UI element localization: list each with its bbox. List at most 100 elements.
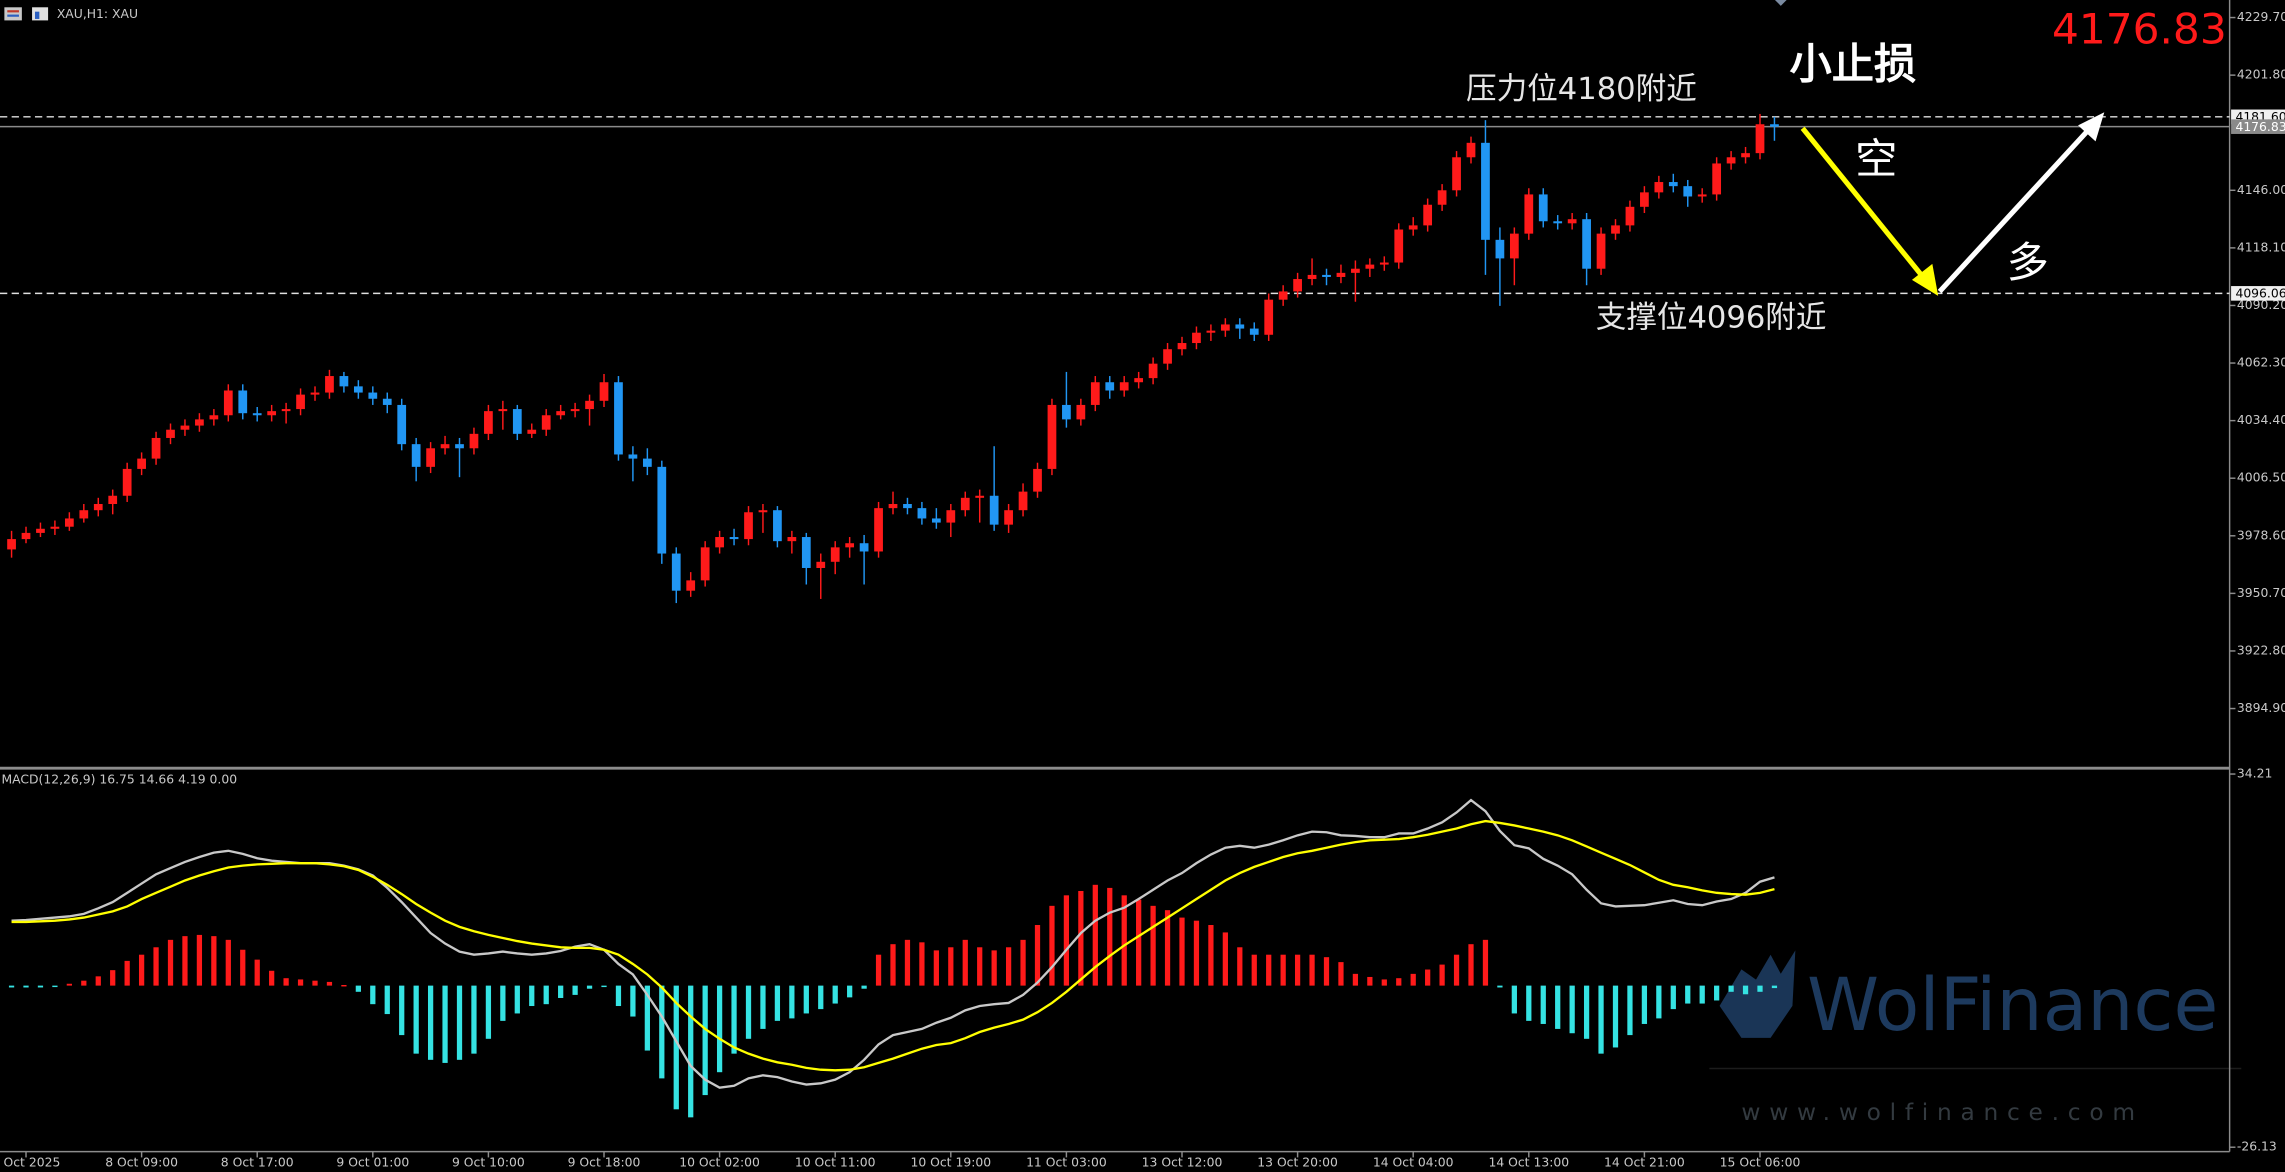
histogram-bar	[66, 983, 72, 986]
histogram-bar	[1699, 985, 1705, 1004]
histogram-bar	[1005, 947, 1012, 986]
indicator-title: MACD(12,26,9) 16.75 14.66 4.19 0.00	[1, 772, 237, 786]
candle-body	[1741, 153, 1750, 158]
icon	[34, 11, 40, 19]
histogram-bar	[500, 985, 506, 1021]
histogram-bar	[1714, 985, 1720, 1001]
short-note: 空	[1855, 134, 1897, 183]
candle-body	[325, 376, 334, 393]
histogram-bar	[1049, 905, 1055, 986]
candle-body	[1770, 124, 1779, 127]
candle-body	[166, 429, 175, 438]
histogram-bar	[1511, 985, 1517, 1014]
histogram-bar	[1670, 985, 1676, 1010]
histogram-bar	[110, 970, 116, 986]
x-tick-label: 9 Oct 10:00	[452, 1156, 525, 1170]
histogram-bar	[948, 947, 954, 986]
x-tick-label: 14 Oct 21:00	[1604, 1156, 1685, 1170]
candle-body	[1582, 219, 1591, 269]
histogram-bar	[1410, 973, 1416, 986]
y-tick-label: 4090.20	[2237, 298, 2285, 312]
histogram-bar	[1164, 910, 1171, 986]
histogram-bar	[1771, 985, 1778, 989]
histogram-bar	[601, 985, 607, 988]
histogram-bar	[1078, 890, 1084, 986]
histogram-bar	[745, 985, 752, 1039]
candle-body	[7, 539, 16, 550]
y-tick-label: 3978.60	[2237, 528, 2285, 542]
candle-body	[411, 444, 421, 467]
histogram-bar	[413, 985, 419, 1054]
histogram-bar	[789, 985, 795, 1019]
histogram-bar	[254, 959, 260, 986]
candle-body	[1004, 510, 1013, 525]
long-note: 多	[2007, 238, 2049, 287]
histogram-bar	[1612, 985, 1619, 1048]
histogram-bar	[312, 980, 318, 986]
y-tick-label: 4118.10	[2237, 240, 2285, 254]
histogram-bar	[153, 947, 159, 986]
candle-body	[1611, 225, 1620, 234]
histogram-bar	[1063, 895, 1070, 986]
candle-body	[455, 444, 464, 449]
candle-body	[830, 547, 840, 562]
histogram-bar	[933, 950, 939, 986]
candle-body	[21, 532, 31, 540]
header: XAU,H1: XAU	[4, 7, 138, 21]
histogram-bar	[1237, 947, 1243, 986]
candle-body	[151, 437, 161, 459]
histogram-bar	[1150, 905, 1156, 986]
candle-body	[1755, 124, 1765, 154]
histogram-bar	[124, 960, 130, 986]
candle-body	[570, 409, 580, 412]
y-tick-label: 34.21	[2237, 767, 2272, 781]
candle-body	[729, 537, 739, 540]
candle-body	[715, 537, 724, 548]
histogram-bar	[803, 985, 809, 1014]
x-tick-label: 14 Oct 13:00	[1488, 1156, 1569, 1170]
candle-body	[931, 518, 941, 523]
watermark-url: www.wolfinance.com	[1741, 1099, 2143, 1126]
y-tick-label: 4006.50	[2237, 471, 2285, 485]
histogram-bar	[904, 939, 911, 986]
candle-body	[1076, 404, 1086, 420]
arrow-head	[1911, 263, 1939, 296]
candle-body	[686, 580, 696, 591]
last-price: 4176.83	[2052, 5, 2227, 54]
candle-body	[628, 454, 638, 459]
histogram-bar	[1034, 925, 1041, 986]
candle-body	[1437, 190, 1447, 205]
histogram-bar	[630, 985, 636, 1017]
candle-body	[137, 458, 146, 469]
candle-body	[1220, 324, 1230, 331]
candle-body	[1163, 349, 1172, 364]
histogram-bar	[716, 985, 723, 1073]
histogram-bar	[558, 985, 564, 998]
histogram-bar	[442, 985, 448, 1063]
histogram-bar	[1425, 969, 1431, 986]
candle-body	[917, 508, 927, 519]
histogram-bar	[384, 985, 390, 1015]
candle-body	[1148, 363, 1158, 379]
annotations: 压力位4180附近 支撑位4096附近 小止损 空 多 4176.83	[1466, 5, 2227, 336]
candle-body	[1640, 192, 1649, 207]
candle-body	[108, 495, 118, 505]
marker	[1774, 0, 1787, 6]
histogram-bar	[138, 954, 145, 986]
candle-body	[1278, 291, 1288, 300]
candle-body	[1697, 194, 1707, 197]
x-tick-label: 10 Oct 19:00	[910, 1156, 991, 1170]
x-tick-label: 10 Oct 02:00	[679, 1156, 760, 1170]
candle-body	[859, 543, 869, 552]
histogram-bar	[1540, 985, 1546, 1024]
candle-body	[1625, 206, 1635, 226]
candle-body	[382, 398, 392, 405]
candle-body	[397, 404, 407, 445]
candle-body	[960, 497, 970, 511]
histogram-bar	[1396, 978, 1402, 986]
x-tick-label: 8 Oct 17:00	[221, 1156, 294, 1170]
candle-body	[874, 508, 883, 552]
histogram-bar	[586, 985, 593, 989]
histogram-bar	[1251, 954, 1257, 986]
